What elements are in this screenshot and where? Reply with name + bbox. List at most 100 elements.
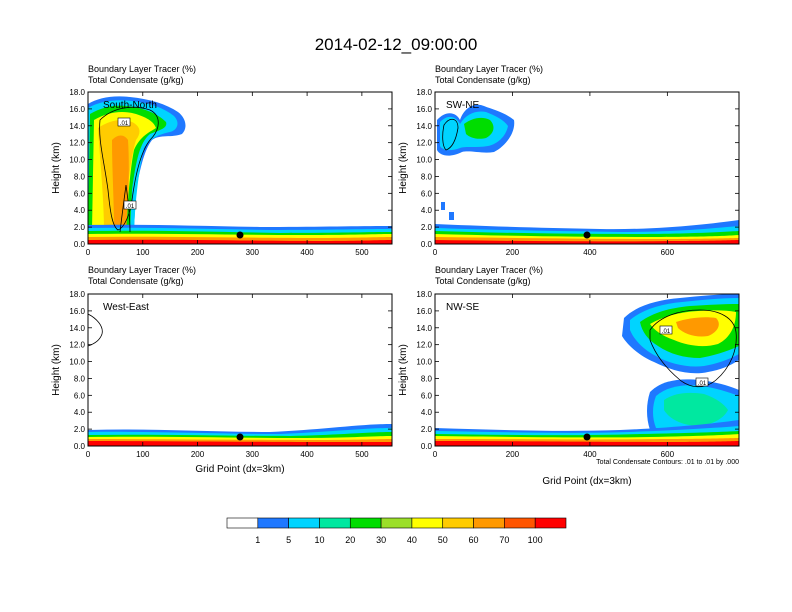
plot-frame xyxy=(87,91,393,245)
contour-label: .01 xyxy=(120,121,129,127)
x-axis-label: Grid Point (dx=3km) xyxy=(195,464,284,475)
y-tick-label: 12.0 xyxy=(69,139,85,148)
y-tick-label: 6.0 xyxy=(421,189,433,198)
panel-title-line1: Boundary Layer Tracer (%) xyxy=(88,64,196,74)
colorbar-label: 20 xyxy=(345,535,355,545)
location-marker xyxy=(236,433,244,441)
condensate-contour-2 xyxy=(119,184,131,233)
contour-label-box xyxy=(117,117,131,127)
panel-sw-ne: Boundary Layer Tracer (%) Total Condensa… xyxy=(398,64,740,257)
y-tick-label: 8.0 xyxy=(421,374,433,383)
location-marker xyxy=(236,231,244,239)
y-tick-label: 10.0 xyxy=(416,156,432,165)
plot-background xyxy=(88,294,392,446)
y-tick-label: 10.0 xyxy=(69,156,85,165)
y-tick-label: 12.0 xyxy=(69,341,85,350)
panel-title-line2: Total Condensate (g/kg) xyxy=(435,75,531,85)
panel-west-east: Boundary Layer Tracer (%) Total Condensa… xyxy=(51,265,393,475)
x-tick-label: 400 xyxy=(583,248,597,257)
y-tick-label: 16.0 xyxy=(69,307,85,316)
y-tick-label: 18.0 xyxy=(416,88,432,97)
x-tick-label: 200 xyxy=(191,248,205,257)
y-tick-label: 2.0 xyxy=(74,223,86,232)
y-tick-label: 14.0 xyxy=(416,324,432,333)
y-axis-label: Height (km) xyxy=(398,142,409,194)
colorbar-swatch xyxy=(288,517,320,529)
y-tick-label: 4.0 xyxy=(74,206,86,215)
x-tick-label: 200 xyxy=(506,248,520,257)
plot-area: .01 .01 xyxy=(88,92,392,244)
colorbar-swatch xyxy=(319,517,351,529)
plot-area: .01 .01 xyxy=(435,294,739,446)
plot-area xyxy=(88,294,392,446)
y-tick-label: 2.0 xyxy=(421,223,433,232)
colorbar: 1 5 10 20 30 40 50 60 70 100 xyxy=(226,517,567,545)
cloud-contour xyxy=(442,118,459,151)
anvil-orange xyxy=(676,317,719,337)
y-tick-label: 10.0 xyxy=(416,358,432,367)
colorbar-label: 30 xyxy=(376,535,386,545)
y-tick-label: 0.0 xyxy=(74,442,86,451)
x-tick-label: 600 xyxy=(661,450,675,459)
figure-title: 2014-02-12_09:00:00 xyxy=(315,35,478,54)
speck-blue xyxy=(441,202,454,220)
x-tick-label: 400 xyxy=(300,450,314,459)
y-tick-label: 6.0 xyxy=(74,189,86,198)
panel-title-line2: Total Condensate (g/kg) xyxy=(88,276,184,286)
colorbar-label: 5 xyxy=(286,535,291,545)
contour-label-box xyxy=(123,200,137,210)
y-tick-label: 12.0 xyxy=(416,139,432,148)
y-axis: 0.0 2.0 4.0 6.0 8.0 10.0 12.0 14.0 16.0 18.0 xyxy=(69,88,392,249)
y-tick-label: 14.0 xyxy=(416,122,432,131)
panel-south-north: Boundary Layer Tracer (%) Total Condensa… xyxy=(51,64,393,257)
colorbar-swatch xyxy=(349,517,382,529)
plot-area xyxy=(435,92,739,244)
y-tick-label: 0.0 xyxy=(421,240,433,249)
plot-frame xyxy=(87,293,393,447)
y-tick-label: 0.0 xyxy=(74,240,86,249)
x-tick-label: 400 xyxy=(583,450,597,459)
colorbar-label: 70 xyxy=(499,535,509,545)
x-tick-label: 0 xyxy=(86,248,91,257)
y-tick-label: 16.0 xyxy=(416,105,432,114)
contour-label-box xyxy=(695,377,709,387)
x-axis: 0 200 400 600 xyxy=(433,294,675,459)
x-axis: 0 200 400 600 xyxy=(433,92,675,257)
y-tick-label: 18.0 xyxy=(416,290,432,299)
colorbar-swatch xyxy=(411,517,444,529)
y-tick-label: 8.0 xyxy=(421,172,433,181)
y-axis: 0.0 2.0 4.0 6.0 8.0 10.0 12.0 14.0 16.0 18.0 xyxy=(416,88,739,249)
colorbar-label: 10 xyxy=(314,535,324,545)
panel-label: West-East xyxy=(103,302,149,313)
panel-title-line1: Boundary Layer Tracer (%) xyxy=(88,265,196,275)
x-tick-label: 0 xyxy=(86,450,91,459)
contour-label: .01 xyxy=(698,381,707,387)
y-tick-label: 16.0 xyxy=(416,307,432,316)
contour-label: .01 xyxy=(126,204,135,210)
cloud-contour xyxy=(88,313,103,347)
x-tick-label: 300 xyxy=(246,450,260,459)
colorbar-label: 50 xyxy=(438,535,448,545)
y-axis: 0.0 2.0 4.0 6.0 8.0 10.0 12.0 14.0 16.0 18.0 xyxy=(416,290,739,451)
y-tick-label: 18.0 xyxy=(69,88,85,97)
lower-cloud-green xyxy=(664,392,728,426)
panel-nw-se: Boundary Layer Tracer (%) Total Condensa… xyxy=(398,265,740,487)
condensate-contour xyxy=(99,106,159,231)
y-tick-label: 2.0 xyxy=(74,425,86,434)
colorbar-swatch xyxy=(257,517,289,529)
colorbar-swatch xyxy=(473,517,505,529)
panel-title-line2: Total Condensate (g/kg) xyxy=(88,75,184,85)
colorbar-label: 100 xyxy=(528,535,543,545)
y-tick-label: 16.0 xyxy=(69,105,85,114)
contour-label-box xyxy=(659,325,673,335)
y-tick-label: 14.0 xyxy=(69,122,85,131)
x-tick-label: 500 xyxy=(355,450,369,459)
bl-red xyxy=(435,240,739,244)
plot-frame xyxy=(434,293,740,447)
y-tick-label: 4.0 xyxy=(421,206,433,215)
y-tick-label: 18.0 xyxy=(69,290,85,299)
colorbar-swatch xyxy=(442,517,474,529)
bl-red xyxy=(435,441,739,446)
y-tick-label: 10.0 xyxy=(69,358,85,367)
bl-red xyxy=(88,441,392,446)
